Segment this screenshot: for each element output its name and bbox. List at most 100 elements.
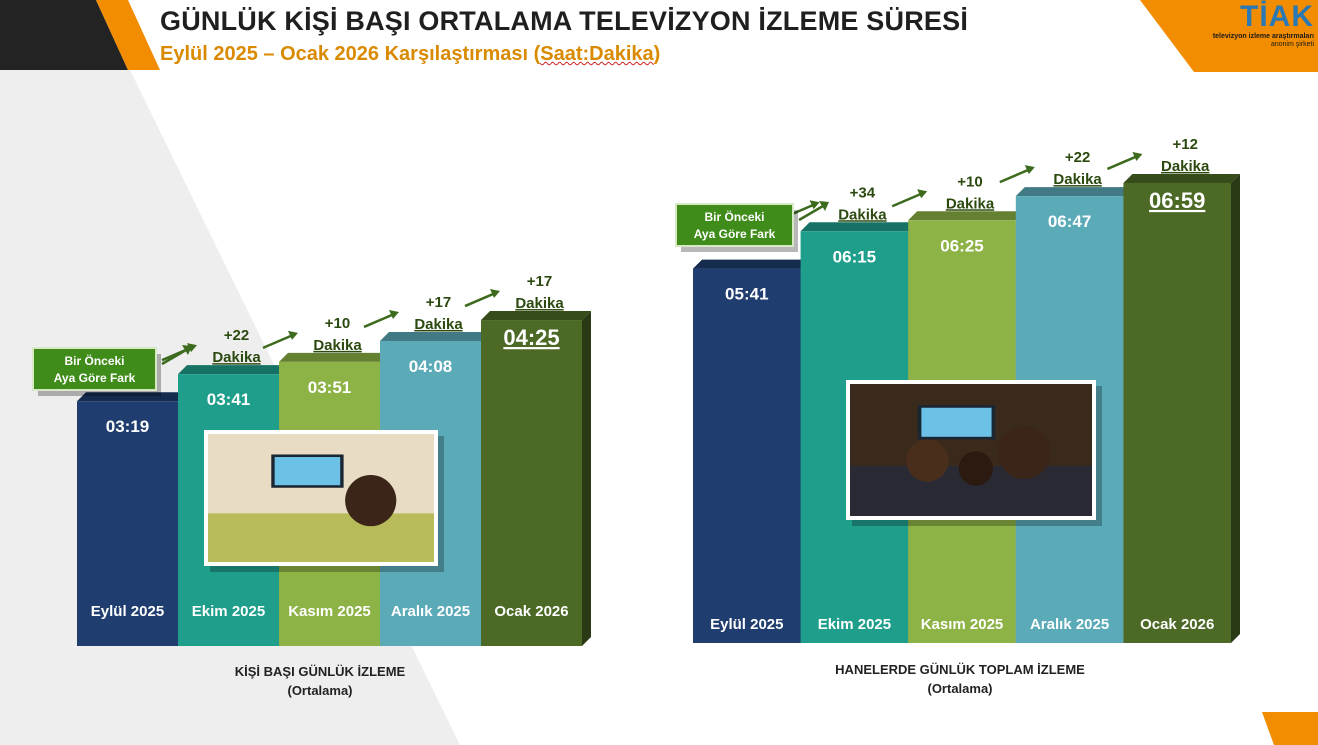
chart1-bar-4	[481, 320, 582, 646]
chart2-badge	[675, 203, 794, 247]
logo-name: TİAK	[1240, 0, 1314, 33]
chart1-bar-0	[77, 401, 178, 646]
chart2-value-label-4: 06:59	[1149, 188, 1205, 213]
chart2-title: HANELERDE GÜNLÜK TOPLAM İZLEME	[835, 662, 1085, 677]
chart2-subtitle: (Ortalama)	[927, 681, 993, 696]
chart2-bar-0	[693, 268, 801, 643]
chart1-diff-unit-3: Dakika	[515, 295, 564, 312]
chart1-diff-value-0: +22	[224, 327, 249, 344]
chart2-bar-top-3	[1015, 187, 1133, 197]
chart2-image-person	[997, 426, 1051, 480]
chart1-category-label-1: Ekim 2025	[192, 603, 265, 620]
chart1-caption: KİŞİ BAŞI GÜNLÜK İZLEME (Ortalama)	[180, 662, 460, 700]
subtitle-text: Eylül 2025 – Ocak 2026 Karşılaştırması (	[160, 43, 541, 65]
chart2-bar-top-2	[908, 211, 1025, 221]
chart1-diff-arrow-1	[262, 334, 292, 350]
chart2-bar-top-4	[1123, 173, 1240, 183]
chart2-diff-value-0: +34	[850, 184, 876, 201]
chart2-category-label-0: Eylül 2025	[710, 616, 783, 633]
chart2-image-person-2	[906, 439, 949, 482]
chart2-value-label-1: 06:15	[833, 247, 876, 266]
chart1-value-label-4: 04:25	[503, 325, 559, 350]
chart2-diff-value-3: +12	[1172, 136, 1197, 153]
chart1-badge	[32, 347, 157, 391]
tiak-logo: TİAK televizyon izleme araştırmaları ano…	[1196, 2, 1314, 52]
chart2-category-label-2: Kasım 2025	[921, 616, 1004, 633]
chart2-value-label-2: 06:25	[940, 236, 983, 255]
chart2-value-label-3: 06:47	[1048, 212, 1091, 231]
chart2-image-person-3	[958, 451, 994, 486]
chart1-diff-unit-2: Dakika	[414, 316, 463, 333]
logo-company-type: anonim şirketi	[1270, 41, 1314, 48]
chart1-image-sofa	[208, 513, 434, 562]
footer-orange-corner	[1262, 712, 1318, 745]
chart1-badge-arrow-head	[182, 345, 192, 355]
chart1-value-label-1: 03:41	[207, 390, 250, 409]
chart2-diff-value-2: +22	[1065, 149, 1090, 166]
chart1-diff-value-2: +17	[426, 294, 451, 311]
chart1-bar-top-4	[481, 311, 591, 321]
chart1-diff-arrow-head-0	[187, 343, 197, 353]
chart1-bar-top-3	[380, 331, 490, 341]
chart1-category-label-0: Eylül 2025	[91, 603, 164, 620]
chart2-badge-line-1: Aya Göre Fark	[694, 227, 776, 241]
chart1-diff-value-3: +17	[527, 273, 552, 290]
chart1-diff-arrow-head-1	[288, 330, 298, 340]
chart2-diff-arrow-2	[999, 168, 1029, 184]
chart2-diff-arrow-head-0	[809, 200, 820, 210]
chart1-diff-arrow-3	[464, 292, 494, 308]
chart2-bar-side-4	[1231, 173, 1240, 644]
chart2-badge-arrow	[798, 204, 824, 222]
chart1-badge-arrow	[161, 348, 187, 366]
chart2-image-tv-screen	[921, 407, 992, 437]
chart2-diff-unit-2: Dakika	[1053, 171, 1102, 188]
subtitle-end: )	[653, 43, 661, 65]
logo-tagline: televizyon izleme araştırmaları	[1212, 33, 1314, 40]
chart1-bar-top-0	[77, 392, 187, 402]
chart1-category-label-4: Ocak 2026	[494, 603, 568, 620]
header-orange-stripe	[96, 0, 160, 70]
chart2-badge-arrow-head	[819, 201, 829, 211]
chart1-diff-arrow-2	[363, 313, 393, 329]
chart2-diff-arrow-head-1	[917, 189, 928, 199]
chart1-subtitle: (Ortalama)	[287, 683, 353, 698]
chart1-title: KİŞİ BAŞI GÜNLÜK İZLEME	[234, 664, 406, 679]
chart1-diff-value-1: +10	[325, 315, 350, 332]
chart2-diff-unit-1: Dakika	[946, 195, 995, 212]
chart2-diff-unit-3: Dakika	[1161, 158, 1210, 175]
chart2-bar-4	[1123, 182, 1231, 644]
chart2-caption: HANELERDE GÜNLÜK TOPLAM İZLEME (Ortalama…	[800, 660, 1120, 698]
subtitle-unit: Saat:Dakika	[540, 43, 654, 65]
chart1-image-tv-screen	[274, 457, 341, 486]
chart2-category-label-1: Ekim 2025	[818, 616, 891, 633]
chart2-category-label-3: Aralık 2025	[1030, 616, 1109, 633]
chart1-value-label-0: 03:19	[106, 417, 149, 436]
chart1-category-label-2: Kasım 2025	[288, 603, 371, 620]
chart1-badge-line-0: Bir Önceki	[64, 353, 124, 368]
chart1-diff-arrow-head-3	[490, 289, 500, 299]
chart1-category-label-3: Aralık 2025	[391, 603, 470, 620]
chart2-bar-top-0	[693, 259, 810, 269]
chart1-image-person	[345, 474, 397, 527]
logo-orange-corner	[1140, 0, 1318, 72]
chart1-bar-top-1	[178, 365, 288, 375]
header-dark-stripe	[0, 0, 128, 70]
page-title: GÜNLÜK KİŞİ BAŞI ORTALAMA TELEVİZYON İZL…	[160, 6, 969, 36]
chart2-category-label-4: Ocak 2026	[1140, 616, 1214, 633]
chart2-badge-line-0: Bir Önceki	[704, 209, 764, 224]
chart2-bar-top-1	[800, 222, 918, 232]
chart2-diff-unit-0: Dakika	[838, 206, 887, 223]
chart1-badge-line-1: Aya Göre Fark	[54, 371, 136, 385]
chart1-diff-unit-1: Dakika	[313, 337, 362, 354]
chart1-diff-unit-0: Dakika	[212, 349, 261, 366]
chart2-diff-arrow-3	[1106, 155, 1136, 171]
chart1-value-label-3: 04:08	[409, 357, 452, 376]
chart1-bar-side-4	[582, 311, 591, 646]
page-subtitle: Eylül 2025 – Ocak 2026 Karşılaştırması (…	[160, 43, 660, 66]
chart2-diff-arrow-head-3	[1132, 151, 1143, 161]
chart2-diff-value-1: +10	[957, 173, 982, 190]
chart2-diff-arrow-head-2	[1024, 165, 1035, 175]
chart2-diff-arrow-1	[891, 193, 921, 208]
